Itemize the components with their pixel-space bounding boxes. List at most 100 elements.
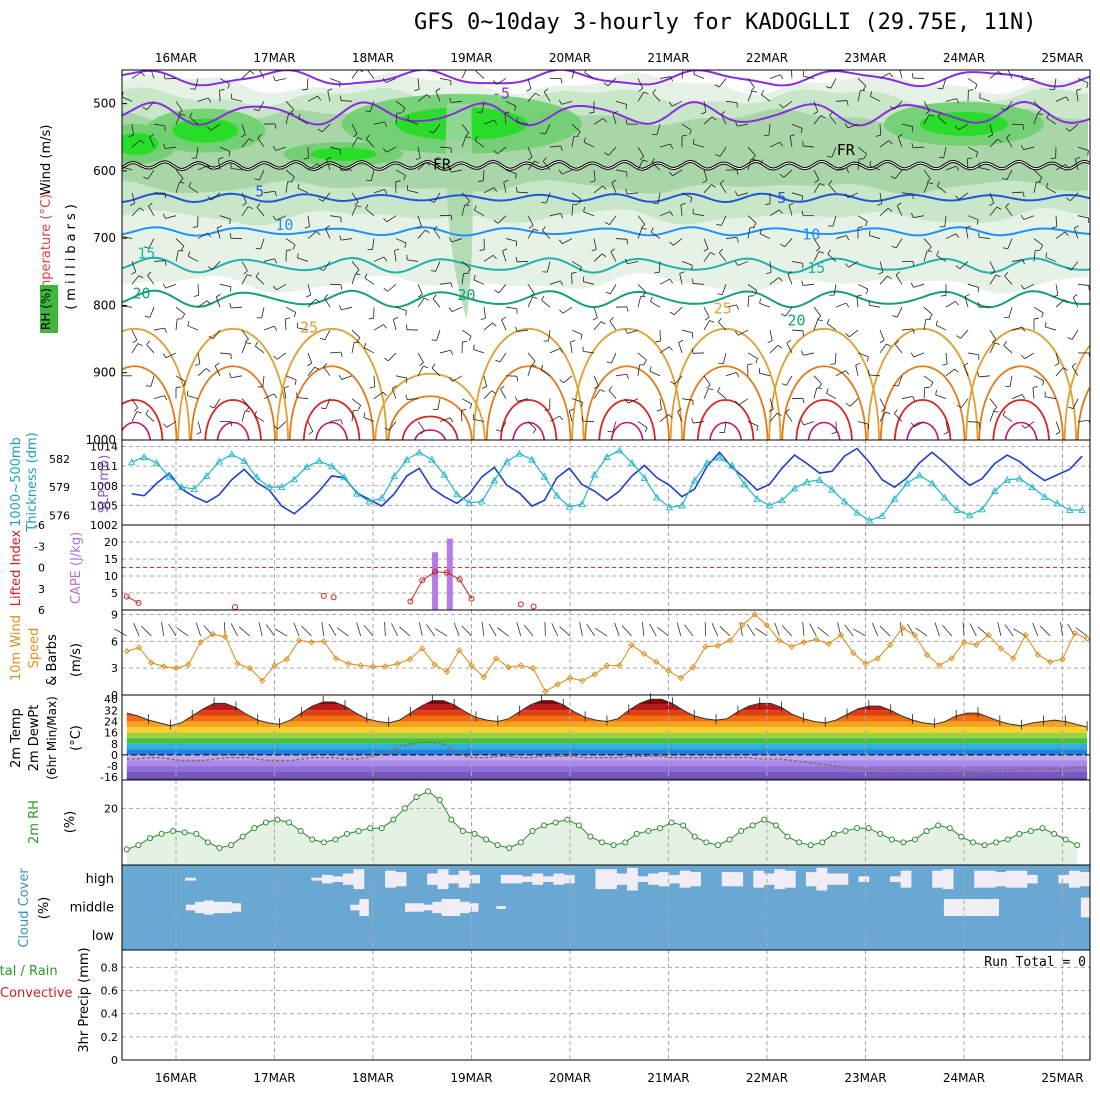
isotherm-30-lobe <box>781 365 867 440</box>
wind-barb-flag <box>492 255 497 260</box>
wind-barb-flag <box>383 324 388 329</box>
temp-band <box>126 743 1088 750</box>
slp-point <box>853 508 861 516</box>
surface-wind-barb <box>746 623 756 637</box>
wind-barb <box>364 347 375 354</box>
wind-barb-flag <box>540 364 544 370</box>
wind-barb <box>607 78 617 87</box>
wind-barb <box>672 169 683 177</box>
wind-barb <box>131 192 136 204</box>
wind-barb-flag <box>493 119 498 125</box>
rh2m-point <box>216 845 223 851</box>
wind-barb <box>879 72 890 79</box>
wind-barb-flag <box>751 154 756 160</box>
rh2m-point <box>193 830 200 837</box>
wind-barb-flag <box>599 389 605 392</box>
wind-barb-flag <box>491 390 497 394</box>
surface-wind-barb <box>1004 624 1014 637</box>
date-label-top: 21MAR <box>647 51 689 65</box>
wind-barb-flag <box>273 355 278 360</box>
wind-barb <box>546 261 551 273</box>
surface-wind-barb <box>879 625 891 637</box>
lifted-index-tick-label: 0 <box>38 562 45 575</box>
wind-barb <box>1071 366 1079 377</box>
wind-barb <box>593 307 598 318</box>
wind-barb <box>285 375 297 381</box>
wind-speed-point <box>702 643 709 650</box>
wind-barb-flag <box>819 183 825 186</box>
wind-barb-flag <box>669 211 674 217</box>
wind-speed-point <box>714 642 721 649</box>
wind-barb-flag <box>291 176 295 182</box>
wind-barb <box>517 329 529 332</box>
pressure-tick-label: 1000 <box>85 433 116 447</box>
wind-barb <box>373 121 385 125</box>
wind-barb-flag <box>418 294 423 298</box>
wind-barb <box>329 215 341 218</box>
wind-barb-flag <box>736 372 740 378</box>
wind-barb <box>583 211 595 217</box>
wind-barb-flag <box>1076 88 1082 91</box>
cloud-high-cell <box>721 872 733 887</box>
wind-barb-flag <box>396 112 402 114</box>
wind-barb-flag <box>719 179 725 184</box>
wind-barb-flag <box>365 204 369 209</box>
isotherm-40-lobe <box>122 421 151 440</box>
wind-barb-flag <box>473 274 476 280</box>
wind-barb-flag <box>516 187 518 193</box>
slp-point <box>340 473 349 481</box>
wind-barb <box>263 258 275 262</box>
wind-barb <box>499 352 507 363</box>
wind-barb <box>593 253 603 262</box>
wind-barb <box>989 411 995 422</box>
cloud-high-cell <box>563 874 575 884</box>
wind-barb <box>1033 181 1037 193</box>
wind-barb-flag <box>813 111 818 115</box>
surface-wind-barb <box>321 622 325 637</box>
wind-barb-flag <box>297 253 299 259</box>
wind-barb <box>989 274 997 285</box>
wind-barb-flag <box>302 89 308 91</box>
wind-barb-flag <box>274 123 277 129</box>
wind-barb <box>391 388 397 399</box>
wind-barb <box>896 307 903 318</box>
thickness-axis-label-units: Thickness (dm) <box>25 432 40 532</box>
rh2m-point <box>993 839 1000 846</box>
wind-speed-point <box>763 622 771 629</box>
wind-barb <box>826 323 837 331</box>
slp-point <box>328 462 336 470</box>
wind-barb <box>451 306 463 313</box>
wind-barb <box>769 412 778 422</box>
wind-barb <box>417 215 422 227</box>
wind-barb <box>1023 146 1035 151</box>
wind-barb-flag <box>1001 108 1007 111</box>
wind-barb-flag <box>735 121 738 127</box>
wind-barb <box>784 238 793 248</box>
wind-barb-flag <box>450 215 453 221</box>
wind-barb-flag <box>324 294 329 298</box>
wind-barb-flag <box>1021 354 1025 360</box>
wind-barb-flag <box>691 348 694 354</box>
isotherm-25-lobe <box>1063 344 1090 440</box>
rh2m-point <box>367 825 374 832</box>
wind-barb <box>351 205 357 216</box>
wind-barb-flag <box>468 336 472 341</box>
wind-speed-point <box>1071 630 1079 637</box>
wind-barb-flag <box>581 402 583 408</box>
wind-barb-flag <box>752 90 758 93</box>
wind-barb-flag <box>1074 225 1079 229</box>
wind-barb <box>979 237 991 239</box>
wind-barb-flag <box>474 135 478 141</box>
wind-barb-flag <box>515 256 518 262</box>
wind-barb <box>1070 261 1079 271</box>
wind-barb <box>1033 238 1043 246</box>
wind-barb <box>175 238 185 247</box>
surface-wind-barb <box>461 625 472 637</box>
wind-barb-flag <box>207 126 212 131</box>
wind-barb <box>131 398 139 409</box>
surface-wind-barb <box>594 627 608 637</box>
wind-barb <box>827 253 837 262</box>
wind-barb <box>329 78 341 83</box>
wind-barb <box>989 206 998 216</box>
